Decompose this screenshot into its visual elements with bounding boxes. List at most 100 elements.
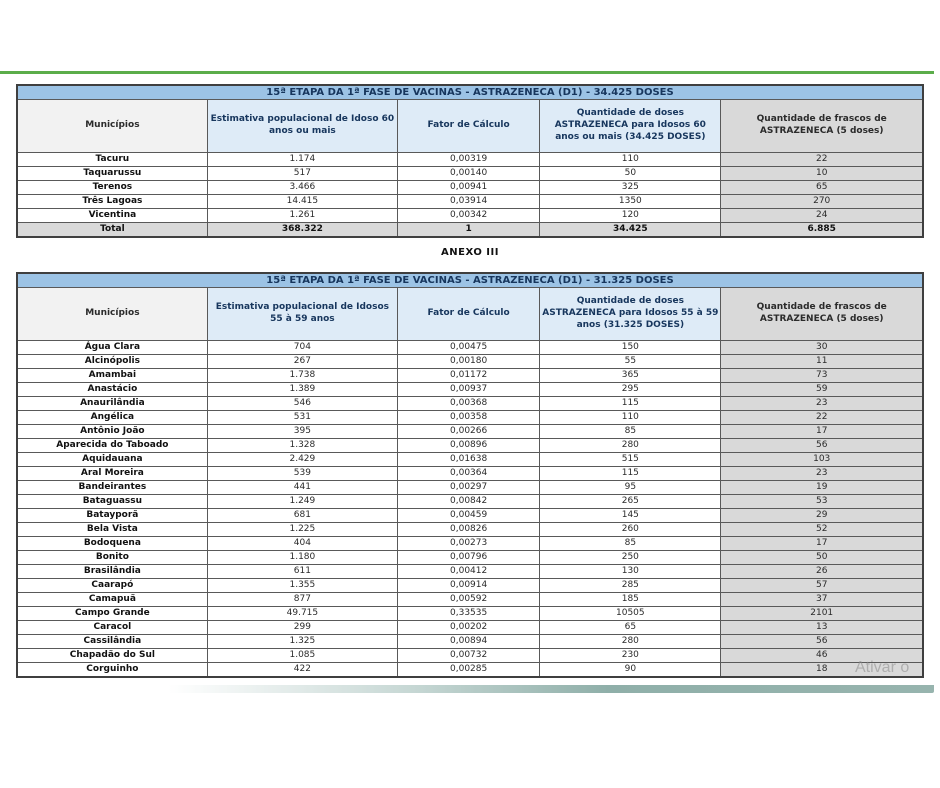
cell-estimativa: 877: [206, 592, 399, 607]
table-row: Aquidauana 2.429 0,01638 515 103: [16, 452, 924, 467]
table-row: Aral Moreira 539 0,00364 115 23: [16, 466, 924, 481]
table-row: Anaurilândia 546 0,00368 115 23: [16, 396, 924, 411]
total-cell-frascos: 6.885: [720, 222, 924, 238]
table-row: Angélica 531 0,00358 110 22: [16, 410, 924, 425]
table-row: Brasilândia 611 0,00412 130 26: [16, 564, 924, 579]
table-row: Três Lagoas 14.415 0,03914 1350 270: [16, 194, 924, 209]
table-row: Campo Grande 49.715 0,33535 10505 2101: [16, 606, 924, 621]
cell-fator: 0,00937: [396, 382, 541, 397]
cell-frascos: 52: [720, 522, 924, 537]
cell-municipio: Corguinho: [16, 662, 208, 678]
table-row: Batayporã 681 0,00459 145 29: [16, 508, 924, 523]
column-header-cell-doses: Quantidade de doses ASTRAZENECA para Ido…: [539, 99, 722, 153]
cell-estimativa: 441: [206, 480, 399, 495]
column-header-cell-frascos: Quantidade de frascos de ASTRAZENECA (5 …: [720, 99, 924, 153]
cell-municipio: Antônio João: [16, 424, 208, 439]
cell-estimativa: 1.249: [206, 494, 399, 509]
cell-frascos: 2101: [720, 606, 924, 621]
header-row: Municípios Estimativa populacional de Ido…: [16, 287, 924, 341]
cell-frascos: 270: [720, 194, 924, 209]
table-row: Alcinópolis 267 0,00180 55 11: [16, 354, 924, 369]
column-header-cell-municipio: Municípios: [16, 287, 208, 341]
table-row: Bela Vista 1.225 0,00826 260 52: [16, 522, 924, 537]
cell-doses: 230: [539, 648, 722, 663]
cell-municipio: Amambai: [16, 368, 208, 383]
cell-doses: 295: [539, 382, 722, 397]
cell-fator: 0,33535: [396, 606, 541, 621]
header-row: Municípios Estimativa populacional de Ido…: [16, 99, 924, 153]
cell-estimativa: 1.328: [206, 438, 399, 453]
cell-doses: 120: [539, 208, 722, 223]
cell-doses: 55: [539, 354, 722, 369]
cell-doses: 65: [539, 620, 722, 635]
cell-fator: 0,00273: [396, 536, 541, 551]
cell-frascos: 53: [720, 494, 924, 509]
table-row: Bonito 1.180 0,00796 250 50: [16, 550, 924, 565]
table-doses-55-59: 15ª ETAPA DA 1ª FASE DE VACINAS - ASTRAZ…: [16, 272, 924, 678]
column-header-cell-doses: Quantidade de doses ASTRAZENECA para Ido…: [539, 287, 722, 341]
cell-estimativa: 704: [206, 340, 399, 355]
cell-frascos: 65: [720, 180, 924, 195]
column-header-cell-municipio: Municípios: [16, 99, 208, 153]
cell-municipio: Bataguassu: [16, 494, 208, 509]
cell-estimativa: 267: [206, 354, 399, 369]
cell-fator: 0,00364: [396, 466, 541, 481]
cell-doses: 10505: [539, 606, 722, 621]
cell-doses: 280: [539, 634, 722, 649]
table-row: Tacuru 1.174 0,00319 110 22: [16, 152, 924, 167]
top-accent-rule: [0, 71, 934, 74]
cell-fator: 0,00894: [396, 634, 541, 649]
cell-fator: 0,00896: [396, 438, 541, 453]
cell-frascos: 10: [720, 166, 924, 181]
cell-municipio: Vicentina: [16, 208, 208, 223]
cell-fator: 0,00297: [396, 480, 541, 495]
cell-municipio: Aral Moreira: [16, 466, 208, 481]
table-row: Antônio João 395 0,00266 85 17: [16, 424, 924, 439]
cell-frascos: 37: [720, 592, 924, 607]
column-header-cell-fator: Fator de Cálculo: [396, 287, 541, 341]
cell-fator: 0,00826: [396, 522, 541, 537]
cell-estimativa: 517: [206, 166, 399, 181]
total-cell-municipio: Total: [16, 222, 208, 238]
cell-doses: 110: [539, 152, 722, 167]
cell-doses: 115: [539, 396, 722, 411]
cell-municipio: Taquarussu: [16, 166, 208, 181]
cell-doses: 85: [539, 536, 722, 551]
cell-fator: 0,00319: [396, 152, 541, 167]
table-row: Cassilândia 1.325 0,00894 280 56: [16, 634, 924, 649]
cell-frascos: 11: [720, 354, 924, 369]
cell-estimativa: 2.429: [206, 452, 399, 467]
data-table-etapa15-idosos-55-59: 15ª ETAPA DA 1ª FASE DE VACINAS - ASTRAZ…: [16, 272, 924, 678]
table-row: Bodoquena 404 0,00273 85 17: [16, 536, 924, 551]
windows-activation-watermark: Ativar o: [855, 659, 910, 676]
cell-frascos: 30: [720, 340, 924, 355]
cell-doses: 110: [539, 410, 722, 425]
cell-doses: 90: [539, 662, 722, 678]
cell-doses: 115: [539, 466, 722, 481]
cell-estimativa: 3.466: [206, 180, 399, 195]
cell-estimativa: 1.738: [206, 368, 399, 383]
cell-doses: 325: [539, 180, 722, 195]
cell-municipio: Três Lagoas: [16, 194, 208, 209]
cell-frascos: 18: [720, 662, 924, 678]
cell-municipio: Aparecida do Taboado: [16, 438, 208, 453]
cell-doses: 365: [539, 368, 722, 383]
table-title: 15ª ETAPA DA 1ª FASE DE VACINAS - ASTRAZ…: [16, 84, 924, 100]
cell-municipio: Batayporã: [16, 508, 208, 523]
table-row: Bataguassu 1.249 0,00842 265 53: [16, 494, 924, 509]
cell-fator: 0,03914: [396, 194, 541, 209]
cell-estimativa: 1.261: [206, 208, 399, 223]
cell-doses: 285: [539, 578, 722, 593]
cell-estimativa: 49.715: [206, 606, 399, 621]
cell-frascos: 56: [720, 634, 924, 649]
cell-municipio: Bonito: [16, 550, 208, 565]
cell-estimativa: 1.325: [206, 634, 399, 649]
table-title: 15ª ETAPA DA 1ª FASE DE VACINAS - ASTRAZ…: [16, 272, 924, 288]
cell-frascos: 56: [720, 438, 924, 453]
cell-estimativa: 1.355: [206, 578, 399, 593]
cell-estimativa: 422: [206, 662, 399, 678]
cell-municipio: Brasilândia: [16, 564, 208, 579]
cell-fator: 0,00266: [396, 424, 541, 439]
cell-estimativa: 404: [206, 536, 399, 551]
cell-estimativa: 1.085: [206, 648, 399, 663]
